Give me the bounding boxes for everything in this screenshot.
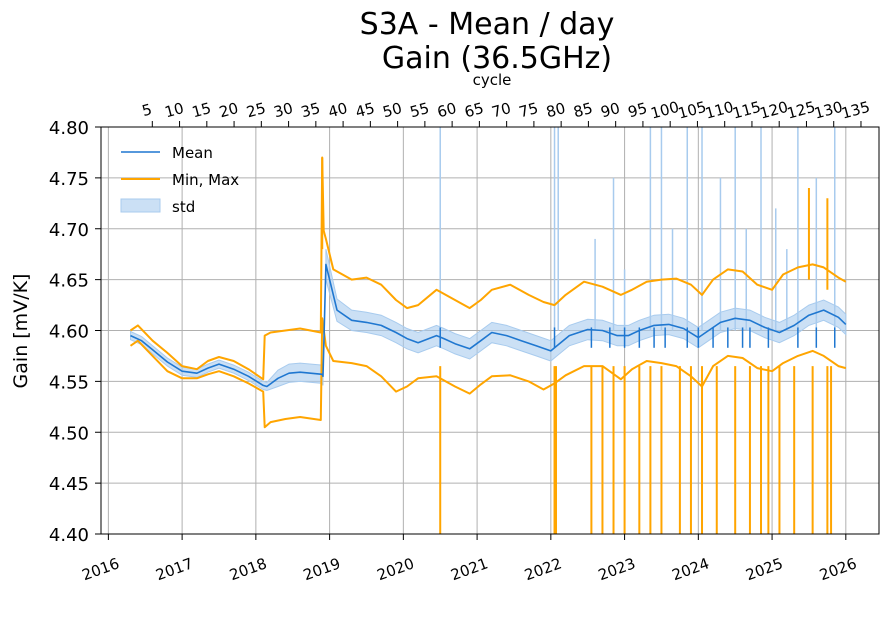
std-band-segment xyxy=(130,330,324,392)
y-tick-label: 4.50 xyxy=(49,423,89,444)
x-tick-label: 2016 xyxy=(80,554,122,584)
top-tick-label: 55 xyxy=(408,99,431,121)
top-tick-label: 130 xyxy=(812,98,844,123)
std-band-segment xyxy=(325,248,847,362)
y-axis-label: Gain [mV/K] xyxy=(10,274,32,389)
x-tick-label: 2020 xyxy=(375,554,417,584)
legend-mean-label: Mean xyxy=(172,144,213,162)
top-tick-label: 100 xyxy=(649,98,681,123)
top-axis-label: cycle xyxy=(473,71,512,89)
top-tick-label: 30 xyxy=(272,99,295,121)
series-max-line xyxy=(129,156,847,381)
plot-area xyxy=(129,127,847,534)
top-tick-label: 35 xyxy=(299,99,322,121)
y-tick-label: 4.45 xyxy=(49,474,89,495)
legend-std-label: std xyxy=(172,198,195,216)
top-tick-label: 110 xyxy=(703,98,735,123)
x-tick-label: 2019 xyxy=(301,554,343,584)
y-tick-label: 4.80 xyxy=(49,118,89,139)
x-tick-label: 2022 xyxy=(522,554,564,584)
top-tick-label: 5 xyxy=(140,100,154,120)
top-tick-label: 95 xyxy=(626,99,649,121)
chart-title-line1: S3A - Mean / day xyxy=(360,7,615,42)
y-tick-label: 4.70 xyxy=(49,220,89,241)
legend-std-swatch xyxy=(120,198,161,213)
top-tick-label: 15 xyxy=(190,99,213,121)
top-tick-label: 75 xyxy=(517,99,540,121)
top-tick-label: 80 xyxy=(544,99,567,121)
top-tick-label: 70 xyxy=(490,99,513,121)
top-tick-label: 20 xyxy=(217,99,240,121)
y-tick-label: 4.75 xyxy=(49,169,89,190)
legend: Mean Min, Max std xyxy=(120,144,239,216)
top-tick-label: 40 xyxy=(326,99,349,121)
x-tick-label: 2025 xyxy=(743,554,785,584)
top-tick-label: 50 xyxy=(381,99,404,121)
plot-frame xyxy=(100,126,880,535)
y-tick-label: 4.55 xyxy=(49,372,89,393)
top-tick-label: 90 xyxy=(599,99,622,121)
top-tick-label: 85 xyxy=(572,99,595,121)
top-tick-label: 125 xyxy=(785,98,817,123)
top-tick-label: 45 xyxy=(354,99,377,121)
y-tick-label: 4.40 xyxy=(49,525,89,546)
top-tick-label: 120 xyxy=(758,98,790,123)
top-tick-label: 115 xyxy=(730,98,762,123)
series-min-line xyxy=(129,317,847,429)
top-tick-label: 60 xyxy=(435,99,458,121)
top-tick-label: 10 xyxy=(163,99,186,121)
chart-title-line2: Gain (36.5GHz) xyxy=(382,41,612,76)
x-tick-label: 2017 xyxy=(153,554,195,584)
y-tick-label: 4.60 xyxy=(49,322,89,343)
x-tick-label: 2024 xyxy=(670,554,712,584)
top-tick-label: 25 xyxy=(244,99,267,121)
series-mean-line xyxy=(130,263,847,388)
x-tick-label: 2018 xyxy=(227,554,269,584)
top-tick-label: 105 xyxy=(676,98,708,123)
y-tick-label: 4.65 xyxy=(49,271,89,292)
x-tick-label: 2021 xyxy=(448,554,490,584)
top-tick-label: 65 xyxy=(463,99,486,121)
top-tick-label: 135 xyxy=(840,98,872,123)
x-tick-label: 2023 xyxy=(596,554,638,584)
legend-minmax-label: Min, Max xyxy=(172,171,239,189)
x-tick-label: 2026 xyxy=(817,554,859,584)
